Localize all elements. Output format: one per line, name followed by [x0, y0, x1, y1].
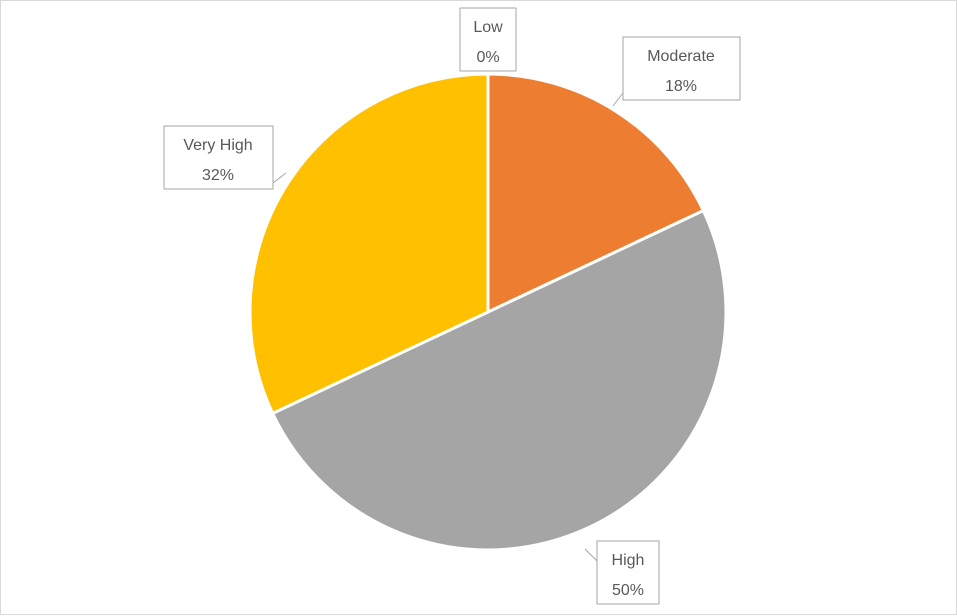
leader-lines	[272, 92, 624, 562]
label-very-high-percent: 32%	[202, 167, 234, 184]
label-low-box	[459, 7, 517, 72]
label-very-high-category: Very High	[183, 137, 252, 154]
label-very-high: Very High 32%	[163, 125, 274, 190]
pie-slice-very-high	[248, 72, 490, 416]
label-moderate: Moderate 18%	[622, 36, 741, 101]
pie-slice-moderate	[486, 72, 706, 315]
label-moderate-category: Moderate	[647, 48, 715, 65]
leader-high	[584, 548, 598, 562]
label-low-category: Low	[473, 19, 503, 36]
leader-very-high	[272, 172, 287, 184]
leader-moderate	[612, 92, 624, 107]
label-moderate-percent: 18%	[665, 78, 697, 95]
label-high: High 50%	[596, 540, 660, 605]
label-high-percent: 50%	[612, 582, 644, 599]
pie-slice-high	[270, 208, 728, 552]
label-high-box	[596, 540, 660, 605]
label-low-percent: 0%	[476, 49, 499, 66]
label-very-high-box	[163, 125, 274, 190]
label-moderate-box	[622, 36, 741, 101]
label-low: Low 0%	[459, 7, 517, 72]
label-high-category: High	[612, 552, 645, 569]
data-labels: Low 0% Moderate 18% High 50% Very High 3…	[163, 7, 741, 605]
pie-slices	[248, 72, 728, 552]
